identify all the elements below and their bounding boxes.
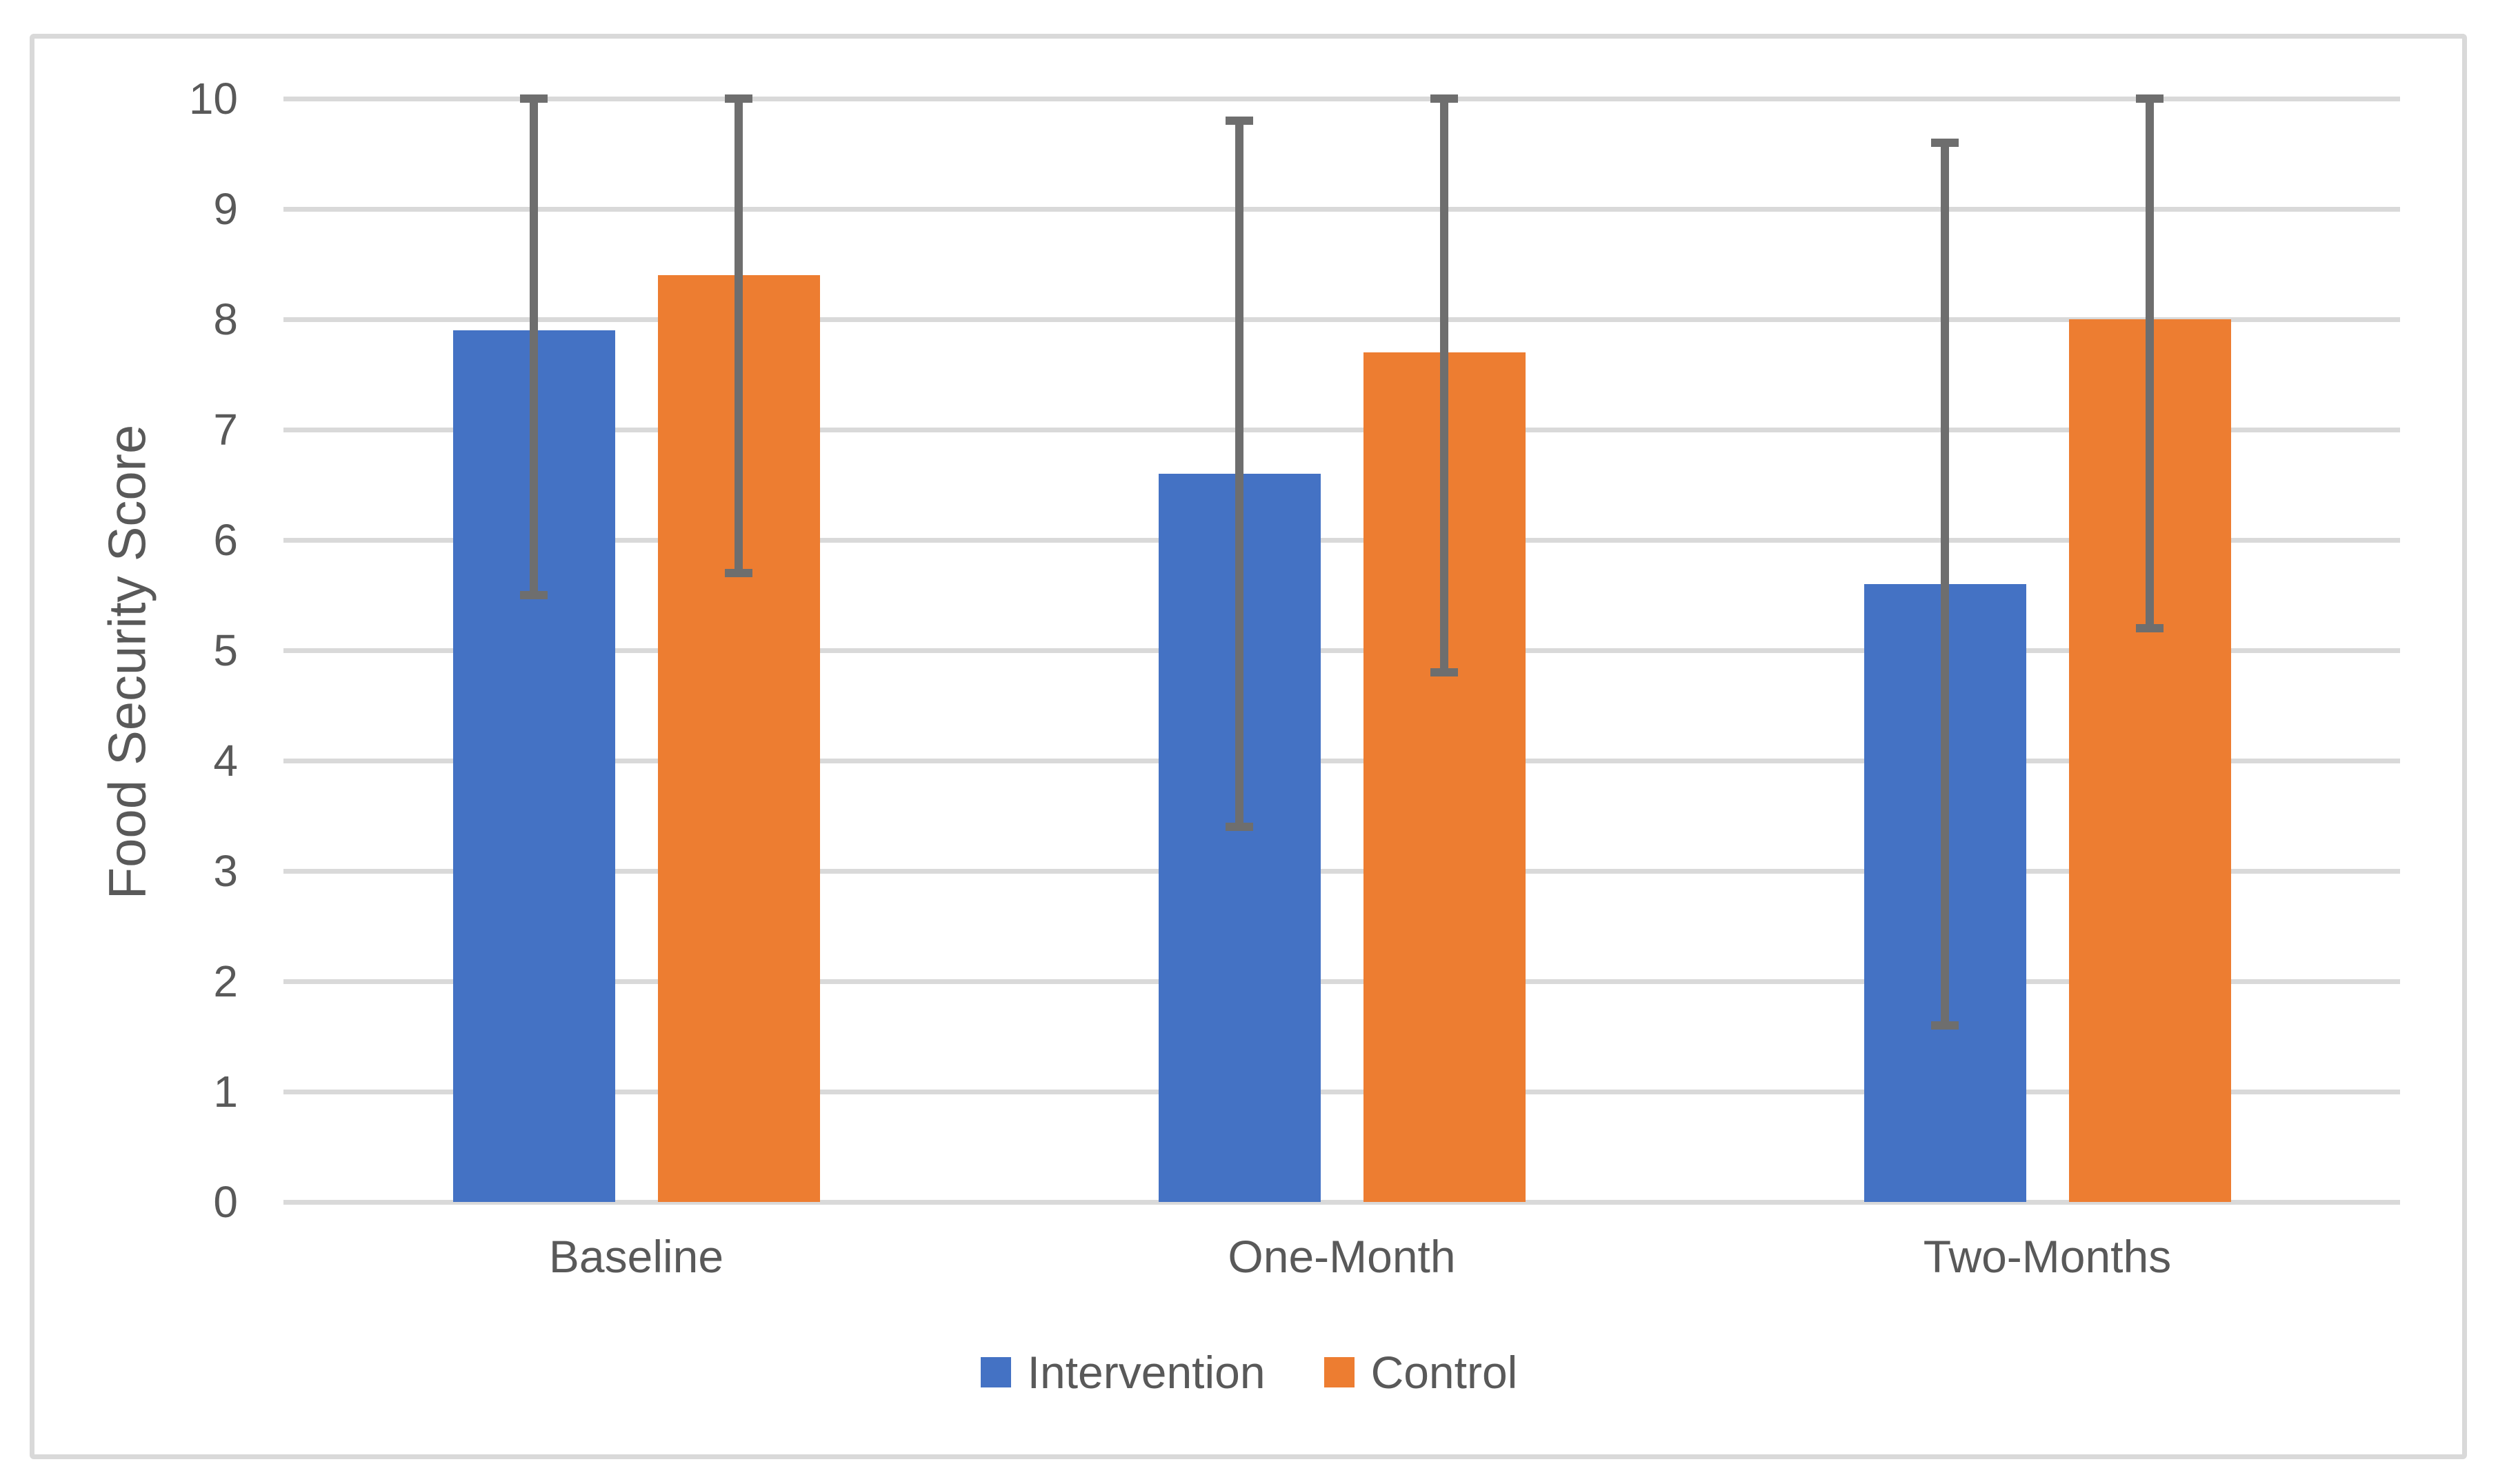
gridline-2 xyxy=(283,979,2400,984)
legend: Intervention Control xyxy=(0,1345,2498,1400)
error-cap-top-intervention-one-month xyxy=(1226,117,1253,125)
error-cap-top-intervention-two-months xyxy=(1931,139,1959,147)
y-tick-label-0: 0 xyxy=(213,1177,238,1227)
control-series-swatch-icon xyxy=(1323,1357,1355,1387)
legend-label-intervention: Intervention xyxy=(1027,1347,1266,1398)
legend-item-intervention: Intervention xyxy=(980,1346,1266,1398)
y-tick-label-10: 10 xyxy=(188,74,238,123)
chart-border xyxy=(30,34,2467,1459)
error-bar-control-baseline xyxy=(735,99,743,573)
y-tick-label-7: 7 xyxy=(213,405,238,454)
gridline-3 xyxy=(283,868,2400,874)
error-cap-bottom-control-one-month xyxy=(1430,668,1458,676)
error-cap-bottom-intervention-baseline xyxy=(520,591,548,599)
error-cap-bottom-intervention-two-months xyxy=(1931,1021,1959,1030)
y-tick-label-9: 9 xyxy=(213,184,238,234)
intervention-series-swatch-icon xyxy=(980,1357,1011,1387)
error-cap-bottom-control-two-months xyxy=(2136,624,2164,632)
error-cap-top-control-two-months xyxy=(2136,94,2164,103)
y-tick-label-8: 8 xyxy=(213,294,238,344)
gridline-10 xyxy=(283,96,2400,101)
category-label-one-month: One-Month xyxy=(1228,1231,1456,1282)
error-cap-top-control-baseline xyxy=(725,94,752,103)
y-tick-label-6: 6 xyxy=(213,515,238,565)
error-bar-intervention-baseline xyxy=(530,99,538,595)
error-cap-bottom-control-baseline xyxy=(725,569,752,577)
gridline-7 xyxy=(283,427,2400,432)
y-tick-label-2: 2 xyxy=(213,956,238,1006)
y-axis-title: Food Security Score xyxy=(98,424,157,900)
error-cap-top-control-one-month xyxy=(1430,94,1458,103)
category-label-two-months: Two-Months xyxy=(1923,1231,2172,1282)
gridline-9 xyxy=(283,206,2400,212)
gridline-0 xyxy=(283,1199,2400,1205)
legend-label-control: Control xyxy=(1370,1347,1518,1398)
gridline-6 xyxy=(283,537,2400,543)
legend-item-control: Control xyxy=(1323,1346,1518,1398)
y-tick-label-5: 5 xyxy=(213,625,238,675)
y-tick-label-3: 3 xyxy=(213,846,238,896)
error-cap-top-intervention-baseline xyxy=(520,94,548,103)
error-bar-intervention-two-months xyxy=(1941,143,1949,1025)
error-bar-intervention-one-month xyxy=(1235,121,1243,827)
error-cap-bottom-intervention-one-month xyxy=(1226,823,1253,831)
error-bar-control-two-months xyxy=(2146,99,2154,628)
error-bar-control-one-month xyxy=(1440,99,1448,672)
y-tick-label-4: 4 xyxy=(213,736,238,785)
gridline-4 xyxy=(283,758,2400,763)
gridline-1 xyxy=(283,1089,2400,1094)
gridline-8 xyxy=(283,317,2400,322)
y-tick-label-1: 1 xyxy=(213,1067,238,1116)
category-label-baseline: Baseline xyxy=(548,1231,724,1282)
gridline-5 xyxy=(283,648,2400,653)
